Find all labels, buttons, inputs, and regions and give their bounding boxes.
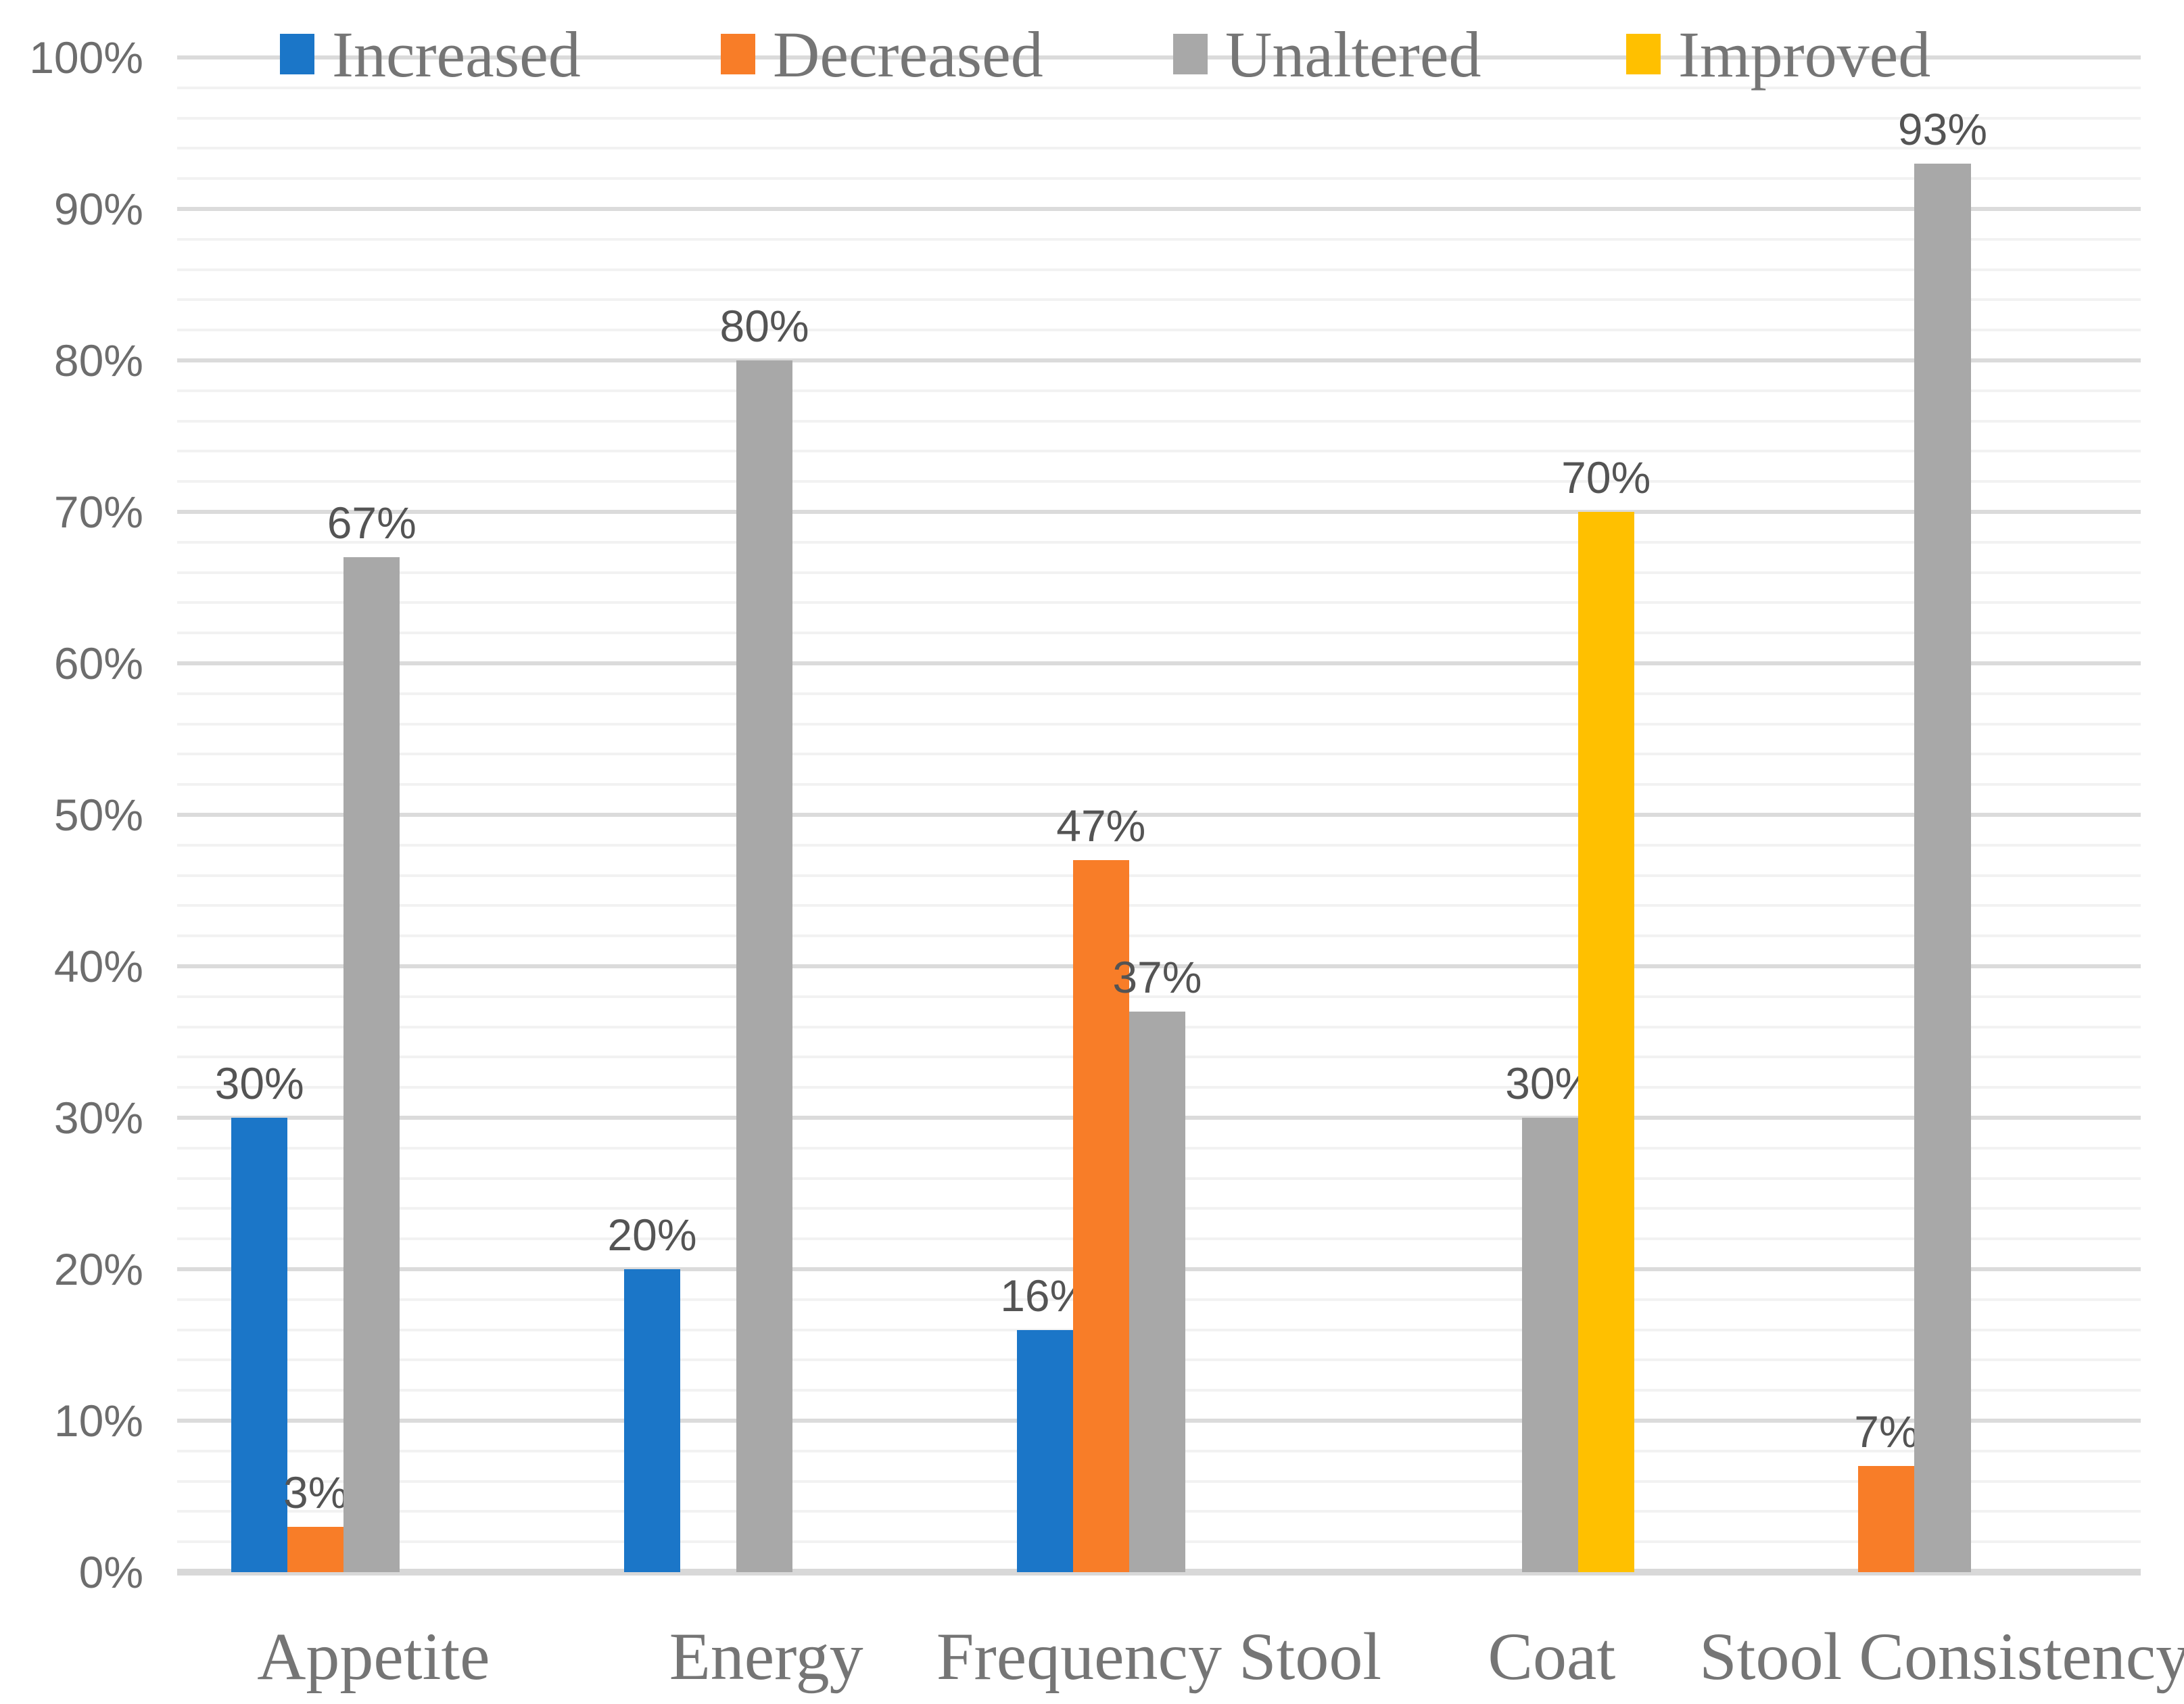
data-label: 93% [1897, 103, 1988, 154]
x-category-label: Coat [1488, 1619, 1616, 1694]
major-gridline [177, 813, 2141, 817]
minor-gridline [177, 86, 2141, 89]
data-label: 7% [1854, 1406, 1919, 1457]
legend-label: Decreased [773, 18, 1043, 91]
legend-label: Improved [1678, 18, 1931, 91]
minor-gridline [177, 692, 2141, 695]
major-gridline [177, 510, 2141, 514]
minor-gridline [177, 843, 2141, 847]
bar-increased-frequency-stool [1016, 1329, 1073, 1572]
bar-decreased-frequency-stool [1072, 860, 1129, 1572]
bar-increased-appetite [231, 1118, 288, 1572]
y-tick-label: 0% [78, 1547, 143, 1597]
bar-increased-energy [623, 1269, 680, 1572]
minor-gridline [177, 783, 2141, 786]
minor-gridline [177, 298, 2141, 302]
legend-label: Unaltered [1225, 18, 1481, 91]
minor-gridline [177, 389, 2141, 392]
y-tick-label: 40% [53, 941, 143, 991]
data-label: 30% [214, 1058, 304, 1108]
legend-swatch-icon [280, 34, 314, 74]
y-tick-label: 90% [53, 184, 143, 234]
minor-gridline [177, 480, 2141, 483]
y-tick-label: 80% [53, 335, 143, 385]
minor-gridline [177, 934, 2141, 938]
major-gridline [177, 358, 2141, 362]
y-tick-label: 20% [53, 1244, 143, 1294]
legend-swatch-icon [1626, 34, 1661, 74]
legend-label: Increased [332, 18, 581, 91]
minor-gridline [177, 601, 2141, 605]
minor-gridline [177, 147, 2141, 150]
minor-gridline [177, 268, 2141, 271]
minor-gridline [177, 995, 2141, 998]
minor-gridline [177, 753, 2141, 756]
major-gridline [177, 207, 2141, 211]
minor-gridline [177, 874, 2141, 877]
axis-line [177, 1569, 2141, 1576]
minor-gridline [177, 722, 2141, 726]
data-label: 70% [1561, 452, 1651, 502]
y-tick-label: 60% [53, 638, 143, 688]
y-tick-label: 100% [29, 32, 143, 82]
major-gridline [177, 661, 2141, 665]
bar-unaltered-appetite [343, 557, 400, 1572]
minor-gridline [177, 450, 2141, 453]
bar-unaltered-stool-consistency [1914, 163, 1971, 1572]
y-tick-label: 50% [53, 790, 143, 840]
minor-gridline [177, 329, 2141, 332]
y-tick-label: 10% [53, 1396, 143, 1446]
minor-gridline [177, 419, 2141, 423]
legend-swatch-icon [1173, 34, 1208, 74]
bar-unaltered-energy [736, 360, 793, 1572]
minor-gridline [177, 177, 2141, 181]
bars-layer: 30% 3% 67% 20% 80% 16% 47% 37% 30% 70% 7% 93% [177, 57, 2141, 1572]
major-gridline [177, 964, 2141, 968]
bar-unaltered-frequency-stool [1129, 1012, 1185, 1572]
data-label: 37% [1112, 952, 1202, 1003]
bar-unaltered-coat [1521, 1118, 1578, 1572]
x-category-label: Frequency Stool [936, 1619, 1382, 1694]
data-label: 3% [283, 1467, 348, 1517]
legend-item-improved: Improved [1626, 12, 1930, 96]
legend-item-unaltered: Unaltered [1173, 12, 1481, 96]
minor-gridline [177, 116, 2141, 120]
minor-gridline [177, 540, 2141, 544]
y-tick-label: 30% [53, 1093, 143, 1143]
minor-gridline [177, 237, 2141, 241]
data-label: 67% [327, 498, 417, 548]
bar-decreased-appetite [287, 1526, 344, 1572]
major-gridline [177, 55, 2141, 60]
legend-item-decreased: Decreased [721, 12, 1043, 96]
x-category-label: Appetite [257, 1619, 490, 1694]
legend-item-increased: Increased [280, 12, 581, 96]
bar-improved-coat [1577, 512, 1634, 1572]
bar-decreased-stool-consistency [1858, 1466, 1915, 1572]
x-category-label: Energy [669, 1619, 863, 1694]
y-tick-label: 70% [53, 487, 143, 537]
minor-gridline [177, 904, 2141, 907]
plot-area: 30% 3% 67% 20% 80% 16% 47% 37% 30% 70% 7% 93% [177, 55, 2141, 1576]
data-label: 80% [719, 301, 809, 351]
legend-swatch-icon [721, 34, 755, 74]
minor-gridline [177, 571, 2141, 574]
x-category-label: Stool Consistency [1699, 1619, 2184, 1694]
data-label: 47% [1056, 801, 1146, 851]
data-label: 20% [607, 1210, 697, 1260]
minor-gridline [177, 632, 2141, 635]
